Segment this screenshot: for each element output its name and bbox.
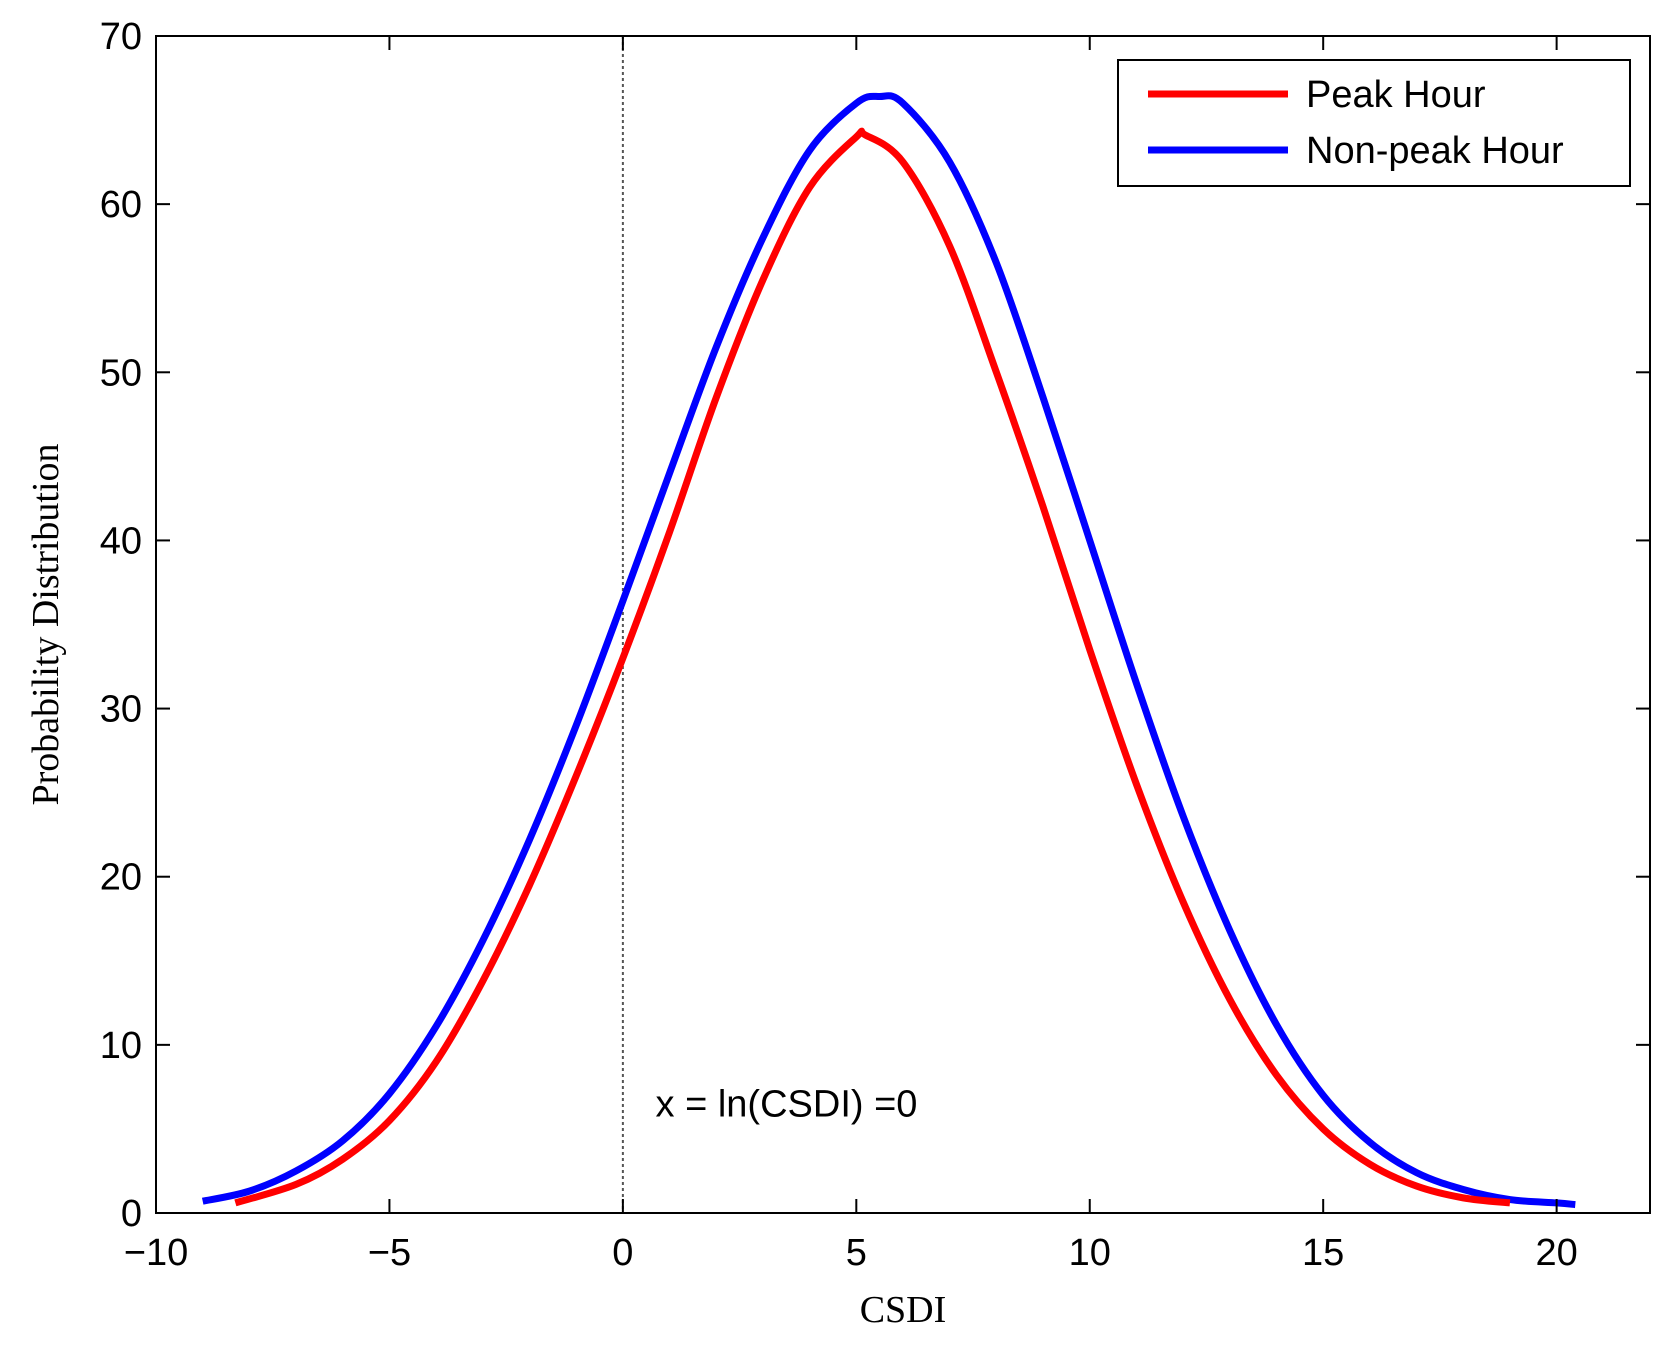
x-tick-label: 5 <box>846 1232 867 1274</box>
x-tick-label: 0 <box>612 1232 633 1274</box>
series-layer <box>201 92 1576 1209</box>
y-tick-label: 20 <box>100 857 142 899</box>
y-axis-title: Probability Distribution <box>25 443 67 805</box>
y-tick-label: 30 <box>100 689 142 731</box>
x-axis-title: CSDI <box>860 1289 947 1331</box>
x-tick-label: 10 <box>1069 1232 1111 1274</box>
legend-box <box>1117 59 1631 187</box>
annotation-layer: x = ln(CSDI) =0 <box>656 1084 918 1126</box>
y-tick-label: 50 <box>100 352 142 394</box>
y-tick-label: 10 <box>100 1025 142 1067</box>
x-tick-label: −10 <box>124 1232 188 1274</box>
x-tick-label: −5 <box>368 1232 411 1274</box>
legend: Peak Hour Non-peak Hour <box>1117 59 1631 187</box>
y-tick-label: 60 <box>100 184 142 226</box>
series-line-non-peak-hour <box>201 92 1576 1209</box>
legend-label-non-peak-hour: Non-peak Hour <box>1306 130 1564 172</box>
y-tick-label: 40 <box>100 520 142 562</box>
x-tick-label: 15 <box>1302 1232 1344 1274</box>
series-line-peak-hour <box>234 127 1511 1207</box>
legend-label-peak-hour: Peak Hour <box>1306 74 1486 116</box>
plot-area-frame <box>155 35 1651 1214</box>
y-tick-label: 0 <box>121 1193 142 1235</box>
ticks-layer: −10 −5 0 5 10 15 20 0 10 20 30 40 50 60 70 <box>100 16 1650 1274</box>
y-tick-label: 70 <box>100 16 142 58</box>
annotation-text: x = ln(CSDI) =0 <box>656 1084 918 1126</box>
x-tick-label: 20 <box>1535 1232 1577 1274</box>
